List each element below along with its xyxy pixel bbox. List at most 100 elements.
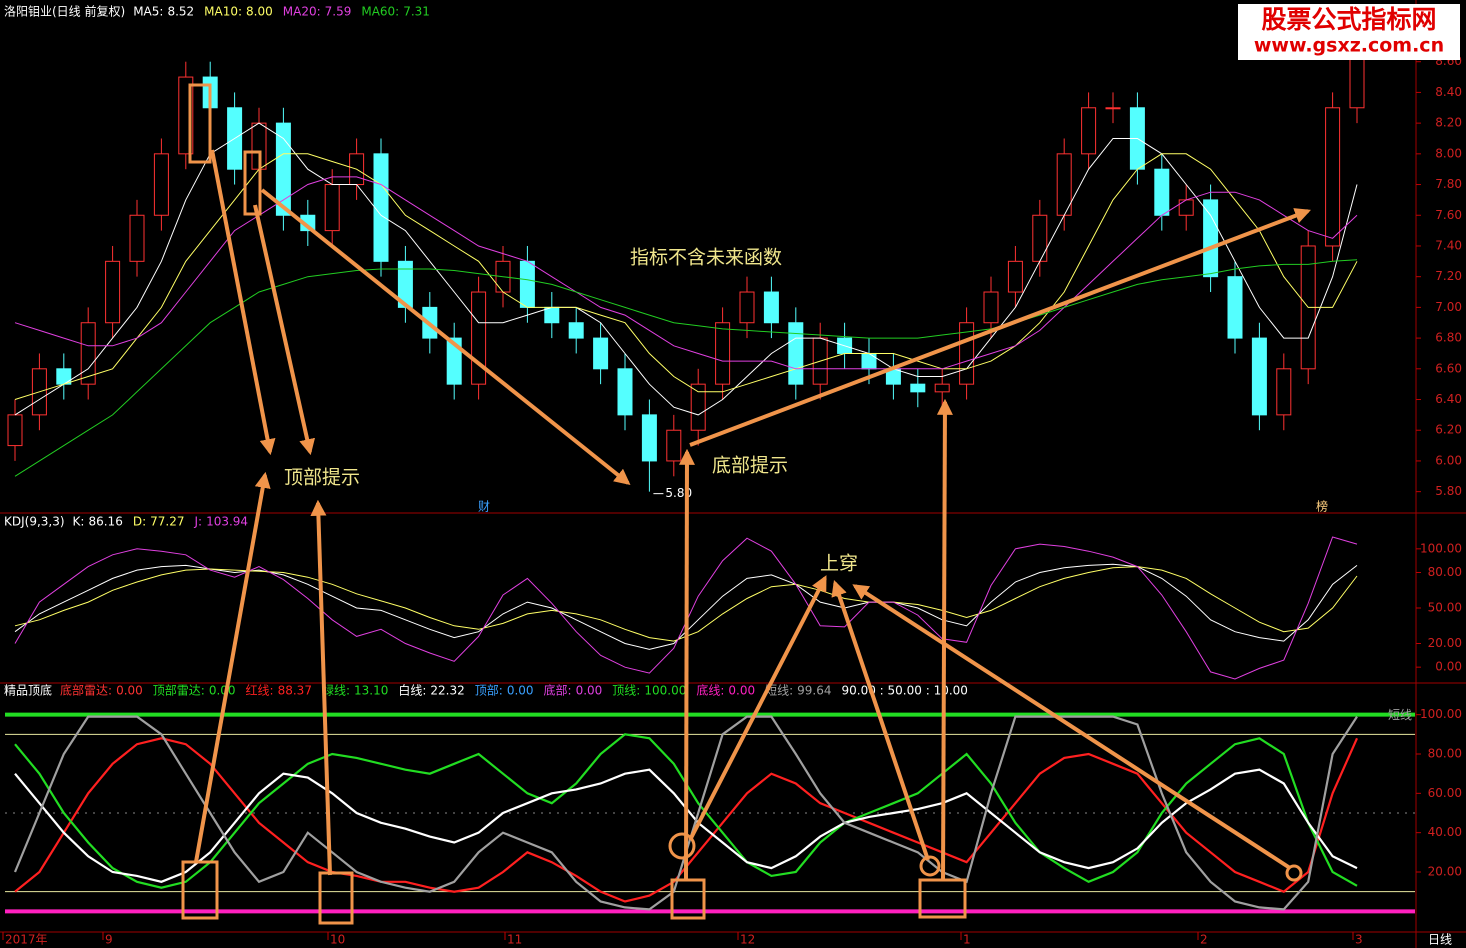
panel-title: 洛阳钼业(日线 前复权) — [4, 4, 125, 19]
date-label: 2017年 — [5, 933, 48, 947]
candle-body — [617, 368, 633, 416]
y-tick-label: 6.20 — [1435, 423, 1462, 437]
y-tick-label: 8.40 — [1435, 85, 1462, 99]
legend-value: 7.31 — [403, 5, 430, 19]
y-tick-label: 6.00 — [1435, 453, 1462, 467]
date-label: 10 — [330, 933, 345, 947]
legend-name: D: — [133, 515, 146, 529]
y-tick-label: 7.00 — [1435, 300, 1462, 314]
candle-body — [763, 291, 779, 324]
legend-value: 100.00 — [644, 684, 686, 698]
watermark-url: www.gsxz.com.cn — [1254, 35, 1444, 57]
candle-body — [593, 337, 609, 370]
y-tick-label: 60.00 — [1428, 786, 1462, 800]
y-tick-label: 7.60 — [1435, 208, 1462, 222]
legend-value: 13.10 — [354, 684, 388, 698]
y-tick-label: 6.40 — [1435, 392, 1462, 406]
candle-body — [1276, 368, 1292, 416]
watermark-box — [1238, 4, 1460, 60]
y-tick-label: 7.80 — [1435, 177, 1462, 191]
candle-body — [1007, 260, 1023, 293]
date-label: 11 — [507, 933, 522, 947]
y-tick-label: 100.00 — [1420, 707, 1462, 721]
legend-value: 8.00 — [246, 5, 273, 19]
series-line — [14, 259, 1358, 477]
event-mark: 榜 — [1316, 499, 1328, 514]
y-tick-label: 80.00 — [1428, 565, 1462, 579]
legend-name: 底部: — [544, 683, 572, 698]
legend-value: 77.27 — [150, 515, 184, 529]
candle-body — [105, 260, 121, 324]
candle-body — [519, 260, 535, 308]
legend-value: 0.00 — [209, 684, 236, 698]
side-label: 短线 — [1388, 708, 1412, 722]
levels-label: 90.00 : 50.00 : 10.00 — [842, 684, 968, 698]
period-label: 日线 — [1428, 933, 1452, 947]
candle-body — [641, 414, 657, 462]
legend-value: 86.16 — [88, 515, 122, 529]
y-tick-label: 20.00 — [1428, 636, 1462, 650]
legend-name: 顶部雷达: — [153, 683, 205, 698]
series-line — [14, 122, 1358, 416]
candle-body — [324, 184, 340, 232]
candle-body — [471, 291, 487, 385]
y-tick-label: 8.20 — [1435, 116, 1462, 130]
candle-body — [1251, 337, 1267, 416]
legend-name: MA5: — [133, 5, 163, 19]
annotation: 底部提示 — [712, 455, 788, 477]
legend-name: K: — [73, 515, 85, 529]
legend-name: 顶部: — [475, 683, 503, 698]
y-tick-label: 6.60 — [1435, 361, 1462, 375]
candle-body — [861, 352, 877, 370]
series-line — [14, 153, 1358, 400]
candle-body — [983, 291, 999, 324]
candle-body — [80, 322, 96, 385]
candle-body — [739, 291, 755, 324]
candle-body — [275, 122, 291, 216]
watermark-title: 股票公式指标网 — [1261, 5, 1436, 34]
y-tick-label: 7.40 — [1435, 238, 1462, 252]
candle-body — [1203, 199, 1219, 278]
y-tick-label: 6.80 — [1435, 331, 1462, 345]
y-tick-label: 0.00 — [1435, 660, 1462, 674]
candle-body — [1154, 168, 1170, 216]
candle-body — [7, 414, 23, 447]
candle-body — [1227, 276, 1243, 339]
legend-value: 0.00 — [116, 684, 143, 698]
annotation: 顶部提示 — [284, 467, 360, 489]
legend-name: 红线: — [246, 683, 274, 698]
legend-value: 0.00 — [576, 684, 603, 698]
legend-name: 底部雷达: — [60, 683, 112, 698]
candle-body — [568, 322, 584, 339]
legend-value: 103.94 — [206, 515, 248, 529]
candle-body — [446, 337, 462, 385]
candle-body — [715, 322, 731, 385]
candle-body — [153, 153, 169, 216]
legend-name: 白线: — [398, 683, 426, 698]
annotation: 上穿 — [820, 553, 858, 575]
legend-value: 8.52 — [167, 5, 194, 19]
legend-value: 7.59 — [325, 5, 352, 19]
candle-body — [1105, 107, 1121, 110]
candle-body — [1178, 199, 1194, 216]
annotations — [181, 83, 1311, 925]
legend-name: MA10: — [204, 5, 242, 19]
candle-body — [1081, 107, 1097, 155]
legend-name: J: — [193, 515, 202, 529]
legend-value: 0.00 — [728, 684, 755, 698]
y-tick-label: 80.00 — [1428, 747, 1462, 761]
date-label: 1 — [963, 933, 971, 947]
panel-title: 精品顶底 — [4, 683, 52, 698]
legend-name: 顶线: — [612, 684, 640, 698]
legend-name: MA60: — [361, 5, 399, 19]
legend-name: 底线: — [696, 683, 724, 698]
candle-body — [373, 153, 389, 262]
date-label: 3 — [1355, 933, 1363, 947]
annotation: 指标不含未来函数 — [630, 247, 782, 269]
candle-body — [910, 383, 926, 393]
y-tick-label: 8.00 — [1435, 146, 1462, 160]
legend-value: 22.32 — [430, 684, 464, 698]
series-line — [14, 176, 1358, 370]
